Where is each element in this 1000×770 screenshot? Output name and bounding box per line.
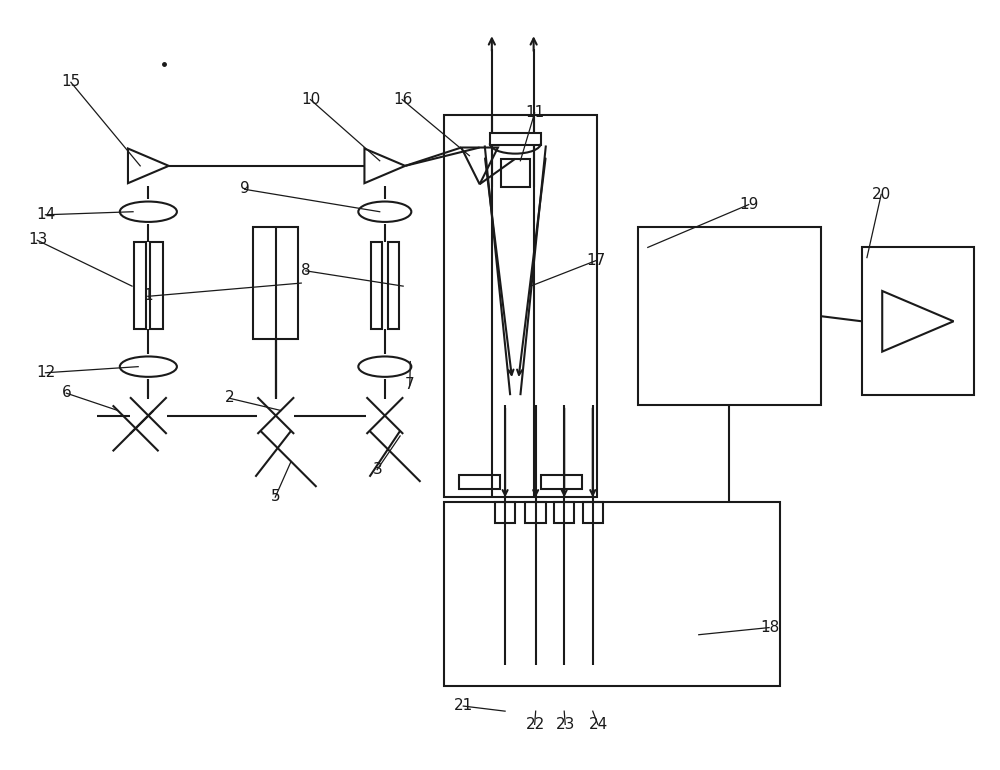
Bar [444, 502, 780, 685]
Bar [150, 243, 163, 329]
Text: 18: 18 [760, 620, 779, 634]
Bar [459, 474, 500, 489]
Text: 5: 5 [271, 489, 280, 504]
Bar [134, 243, 146, 329]
Bar [388, 243, 399, 329]
Text: 14: 14 [36, 207, 55, 222]
Text: 19: 19 [740, 196, 759, 212]
Bar [583, 502, 603, 523]
Text: 7: 7 [405, 377, 415, 392]
Bar [638, 227, 821, 405]
Text: 8: 8 [301, 263, 311, 278]
Text: 16: 16 [393, 92, 412, 107]
Text: 6: 6 [62, 385, 71, 400]
Text: 20: 20 [872, 186, 891, 202]
Text: 13: 13 [28, 233, 47, 247]
Text: 22: 22 [525, 717, 545, 731]
Bar [525, 502, 546, 523]
Text: 23: 23 [556, 717, 575, 731]
Text: 10: 10 [301, 92, 320, 107]
Text: 9: 9 [240, 182, 250, 196]
Text: 12: 12 [36, 365, 55, 380]
Text: 15: 15 [62, 75, 81, 89]
Text: 21: 21 [454, 698, 473, 713]
Bar [495, 502, 515, 523]
Text: 11: 11 [525, 105, 545, 120]
Bar [541, 474, 582, 489]
Bar [490, 133, 541, 146]
Bar [371, 243, 382, 329]
Bar [554, 502, 574, 523]
Text: 2: 2 [225, 390, 234, 405]
Bar [501, 159, 530, 187]
Text: 3: 3 [373, 462, 382, 477]
Text: 1: 1 [143, 289, 153, 303]
Bar [444, 115, 597, 497]
Bar [862, 247, 974, 395]
Bar [253, 227, 298, 339]
Text: 17: 17 [587, 253, 606, 268]
Text: 24: 24 [589, 717, 608, 731]
